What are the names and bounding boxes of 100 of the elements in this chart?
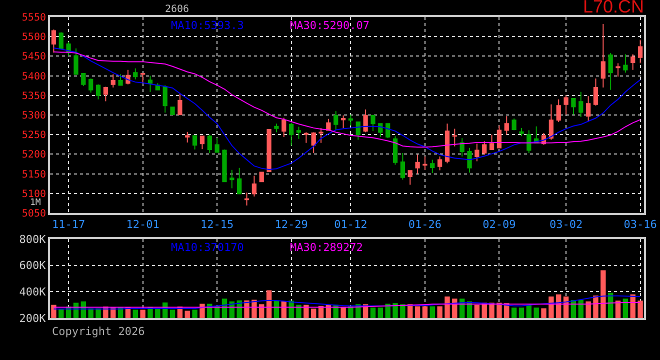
candlestick: [200, 136, 205, 150]
y-tick-label: 5500: [22, 32, 46, 44]
candlestick: [600, 24, 606, 88]
candlestick: [482, 140, 487, 156]
candlestick: [126, 69, 130, 85]
candlestick: [178, 93, 182, 116]
candlestick: [96, 84, 101, 100]
candlestick: [504, 116, 509, 136]
candlestick: [356, 122, 360, 140]
candlestick: [148, 75, 153, 92]
candlestick: [348, 114, 354, 126]
candlestick: [556, 98, 561, 123]
candlestick: [392, 136, 398, 166]
candlestick: [422, 156, 428, 170]
candlestick: [526, 130, 532, 154]
candlestick: [564, 94, 568, 116]
candlestick: [170, 106, 175, 116]
candlestick: [103, 86, 108, 102]
candlestick: [623, 54, 628, 74]
candlestick: [616, 62, 620, 78]
text: Copyright 2026: [52, 325, 145, 338]
y-tick-label: 5350: [22, 90, 46, 102]
y-tick-label: 5250: [22, 130, 46, 142]
y-tick-label: 200K: [19, 312, 46, 325]
x-tick-label: 02-09: [482, 218, 516, 232]
candlestick: [51, 29, 56, 54]
x-tick-label: 03-16: [624, 218, 657, 232]
x-tick-label: 12-01: [126, 218, 160, 232]
candlestick: [437, 156, 442, 171]
candlestick: [363, 109, 368, 133]
y-tick-label: 5450: [22, 52, 46, 63]
y-tick-label: 5550: [22, 12, 46, 24]
x-tick-label: 03-02: [549, 218, 583, 232]
candlestick: [252, 175, 257, 198]
candlestick: [244, 192, 250, 206]
candlestick: [296, 126, 302, 140]
candlestick: [237, 167, 242, 194]
y-tick-label: 5300: [22, 110, 46, 122]
candlestick: [326, 118, 331, 131]
candlestick: [259, 172, 264, 182]
candlestick: [571, 98, 576, 116]
candlestick: [110, 74, 116, 88]
line-series: [53, 47, 641, 170]
chart-title: L70.CN: [582, 0, 644, 17]
candlestick: [288, 122, 294, 146]
candlestick: [162, 84, 168, 114]
candlestick: [415, 154, 420, 174]
candlestick: [452, 128, 457, 147]
y-tick-label: 400K: [19, 286, 46, 299]
candlestick: [274, 123, 279, 133]
candlestick: [74, 48, 78, 75]
y-tick-label: 600K: [19, 259, 46, 272]
candlestick: [608, 52, 613, 90]
candlestick: [81, 72, 86, 86]
candlestick: [185, 131, 190, 143]
text: 1M: [30, 198, 42, 208]
candlestick: [512, 118, 516, 131]
candlestick: [207, 134, 212, 154]
candlestick: [340, 114, 346, 128]
candlestick: [311, 132, 316, 154]
y-tick-label: 5200: [22, 150, 46, 161]
candlestick: [430, 159, 435, 174]
candlestick: [378, 123, 383, 138]
candlestick: [133, 68, 138, 80]
candlestick: [408, 170, 412, 186]
candlestick: [318, 127, 324, 144]
candlestick: [88, 78, 94, 94]
candlestick: [334, 110, 338, 130]
candlestick: [140, 72, 146, 84]
candlestick: [282, 117, 286, 138]
candlestick: [519, 127, 524, 137]
y-tick-label: 800K: [19, 232, 46, 246]
candlestick: [230, 169, 234, 189]
candlestick: [444, 123, 450, 164]
text: MA30:289272: [290, 241, 363, 254]
x-tick-label: 01-12: [334, 218, 368, 232]
candlestick: [370, 114, 376, 132]
candlestick: [496, 125, 502, 148]
text: MA30:5290.07: [290, 19, 370, 32]
text: MA10:5393.3: [171, 19, 244, 32]
candlestick: [460, 138, 464, 158]
candlestick: [304, 132, 308, 144]
candlestick: [578, 91, 584, 118]
candlestick: [58, 32, 64, 50]
y-tick-label: 5150: [22, 169, 46, 180]
x-tick-label: 11-17: [52, 218, 86, 232]
candlestick: [593, 78, 598, 106]
candlestick: [192, 135, 198, 150]
candlestick: [400, 152, 406, 180]
candlestick: [630, 54, 636, 70]
x-tick-label: 12-15: [200, 218, 234, 232]
line-series: [53, 51, 641, 148]
candlestick: [214, 138, 220, 153]
candlestick: [474, 143, 480, 162]
candlestick: [548, 104, 554, 140]
candlestick: [467, 147, 472, 174]
candlestick: [386, 123, 390, 139]
x-tick-label: 01-26: [408, 218, 442, 232]
y-tick-label: 5050: [22, 208, 46, 220]
chart-subtitle: 2606: [165, 4, 190, 15]
